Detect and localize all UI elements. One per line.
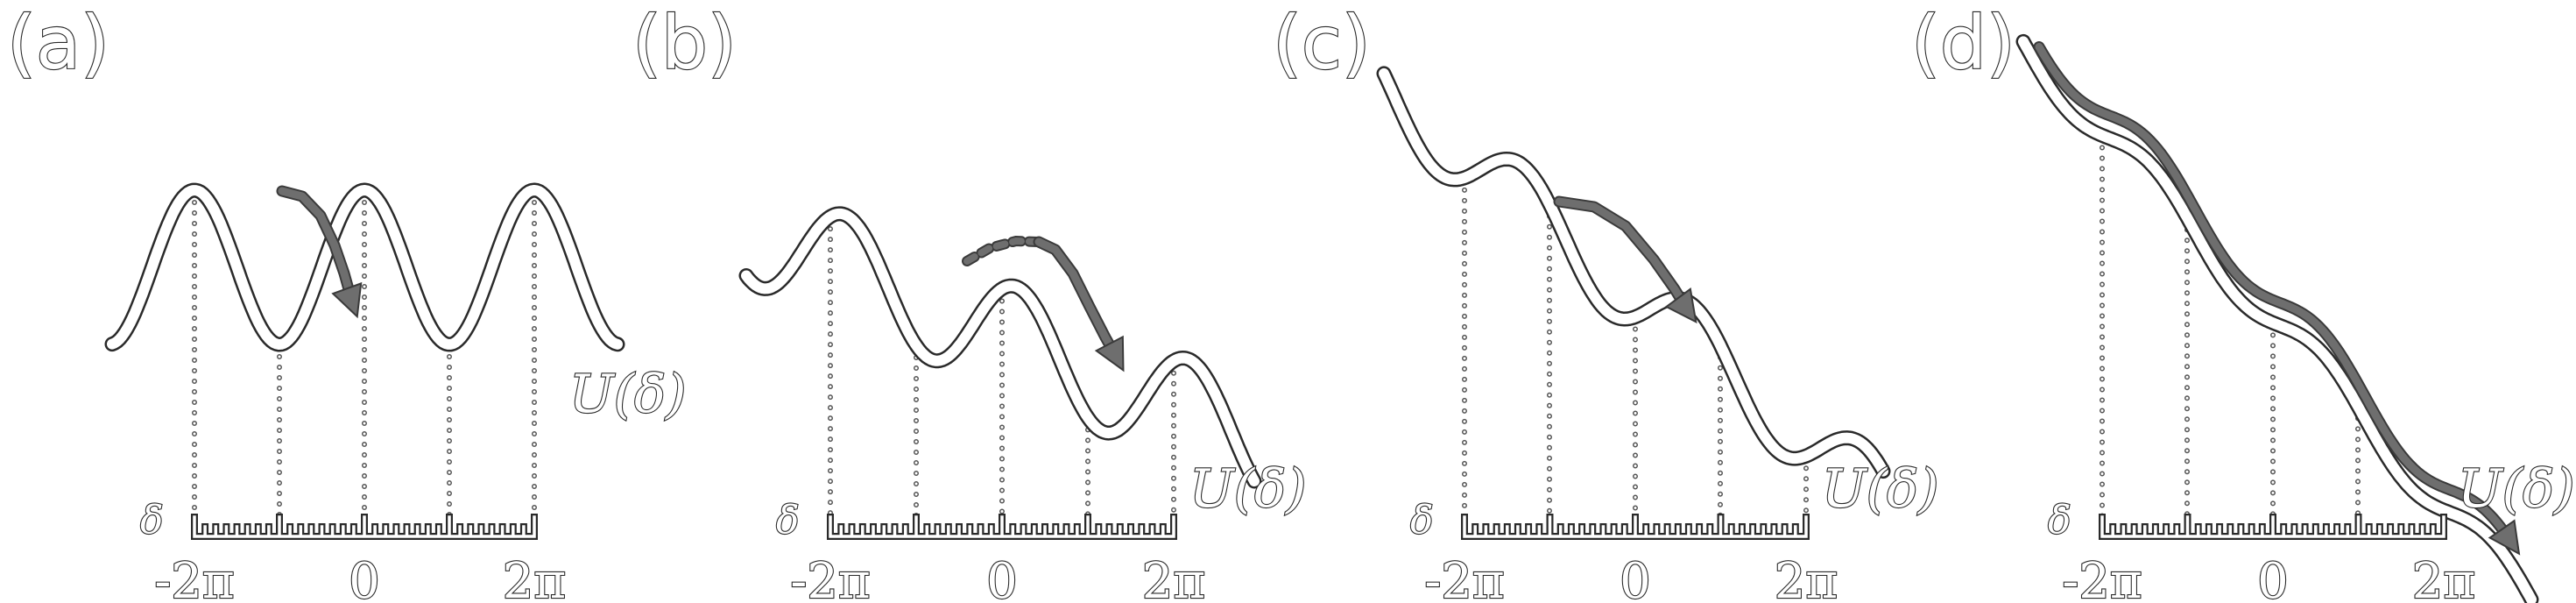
phase-arrow-head [1664,287,1697,324]
phase-axis-fill [2100,515,2445,538]
dashed-trajectory [963,237,1042,265]
tick-label-2pi: 2π [1142,553,1205,603]
potential-curve-fill [741,208,1260,486]
potential-curve-fill [107,185,623,350]
potential-curve-fill [2018,36,2537,603]
delta-axis-label: δ [2048,498,2071,543]
tick-label-2pi: 2π [2412,553,2475,603]
tick-label-neg-2pi: -2π [1424,553,1504,603]
phase-axis [1461,514,1810,540]
phase-axis [2099,514,2447,540]
delta-axis-label: δ [1410,498,1434,543]
phase-arrow-head [1094,335,1125,372]
tick-label-neg-2pi: -2π [790,553,870,603]
phase-axis [191,514,538,540]
delta-axis-label: δ [140,498,164,543]
tick-label-zero: 0 [2257,553,2289,603]
tick-label-zero: 0 [349,553,380,603]
phase-arrow-head [2488,519,2521,556]
panel-label: (d) [1911,0,2015,86]
potential-label: U(δ) [2458,458,2575,520]
panel-label: (b) [632,0,737,86]
potential-label: U(δ) [1822,458,1939,520]
tick-label-neg-2pi: -2π [2062,553,2142,603]
potential-label: U(δ) [1189,458,1307,520]
delta-axis-label: δ [776,498,800,543]
panel-d: (d) δ -2π 0 2π U(δ) [1910,0,2576,603]
tick-label-2pi: 2π [503,553,566,603]
phase-arrow-shaft [2035,43,2516,548]
phase-axis-fill [193,515,536,538]
phase-arrow-head [331,281,363,319]
phase-arrow-shaft [278,187,357,309]
tick-label-zero: 0 [1620,553,1651,603]
phase-axis-fill [829,515,1175,538]
phase-arrow-shaft-outline [2033,41,2518,550]
phase-arrow-shaft [1034,238,1122,364]
tick-label-zero: 0 [986,553,1018,603]
panel-b: (b) δ -2π 0 2π U(δ) [632,0,1308,603]
potential-label: U(δ) [569,364,687,425]
phase-axis-fill [1463,515,1808,538]
panel-c: (c) δ -2π 0 2π U(δ) [1272,0,1940,603]
potential-curve-fill [1379,67,1888,477]
panel-label: (c) [1273,0,1371,86]
tick-label-neg-2pi: -2π [154,553,234,603]
phase-arrow-shaft [1555,197,1693,316]
potential-curve-outline [738,206,1262,489]
panel-label: (a) [7,0,109,86]
tick-label-2pi: 2π [1775,553,1838,603]
panel-a: (a) δ -2π 0 2π U(δ) [6,0,688,603]
phase-axis [827,514,1177,540]
